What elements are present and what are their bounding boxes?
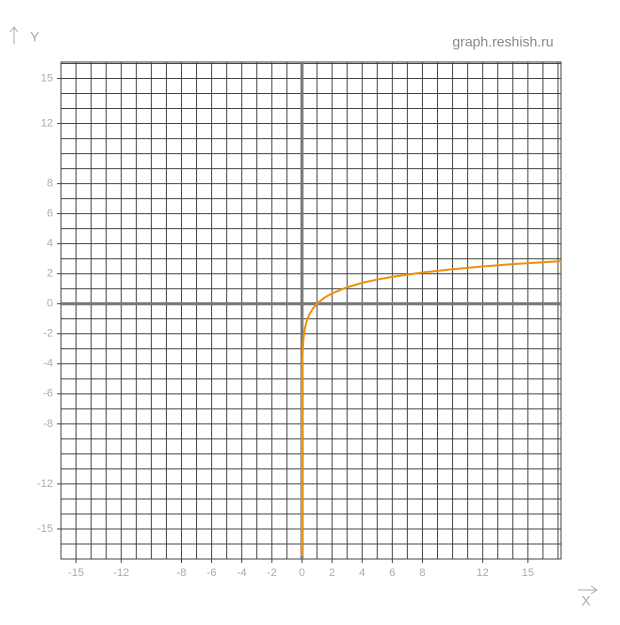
watermark: graph.reshish.ru [452,34,553,50]
y-tick-label: -8 [43,418,53,430]
x-tick-label: 4 [359,567,365,579]
y-tick-label: -12 [37,478,53,490]
x-tick-label: -6 [207,567,217,579]
y-tick-label: 0 [47,298,53,310]
x-tick-label: 12 [477,567,489,579]
x-tick-label: -2 [267,567,277,579]
x-tick-label: -4 [237,567,247,579]
y-tick-label: -4 [43,358,53,370]
y-tick-label: 6 [47,208,53,220]
x-tick-label: 0 [299,567,305,579]
y-tick-label: -6 [43,388,53,400]
y-tick-label: 2 [47,268,53,280]
x-tick-label: -15 [68,567,84,579]
y-axis-label: Y [30,29,40,45]
y-tick-label: -15 [37,523,53,535]
y-arrow [9,26,19,44]
x-tick-label: -8 [177,567,187,579]
x-tick-label: -12 [113,567,129,579]
y-tick-label: 15 [41,72,53,84]
x-tick-label: 8 [419,567,425,579]
y-tick-label: 4 [47,238,53,250]
x-tick-label: 6 [389,567,395,579]
x-arrow [578,585,598,595]
y-tick-label: 8 [47,178,53,190]
x-tick-label: 2 [329,567,335,579]
plot-border [60,61,562,560]
y-tick-label: -2 [43,328,53,340]
x-tick-label: 15 [522,567,534,579]
curve [300,260,562,557]
x-axis-label: X [581,593,591,609]
y-tick-label: 12 [41,117,53,129]
